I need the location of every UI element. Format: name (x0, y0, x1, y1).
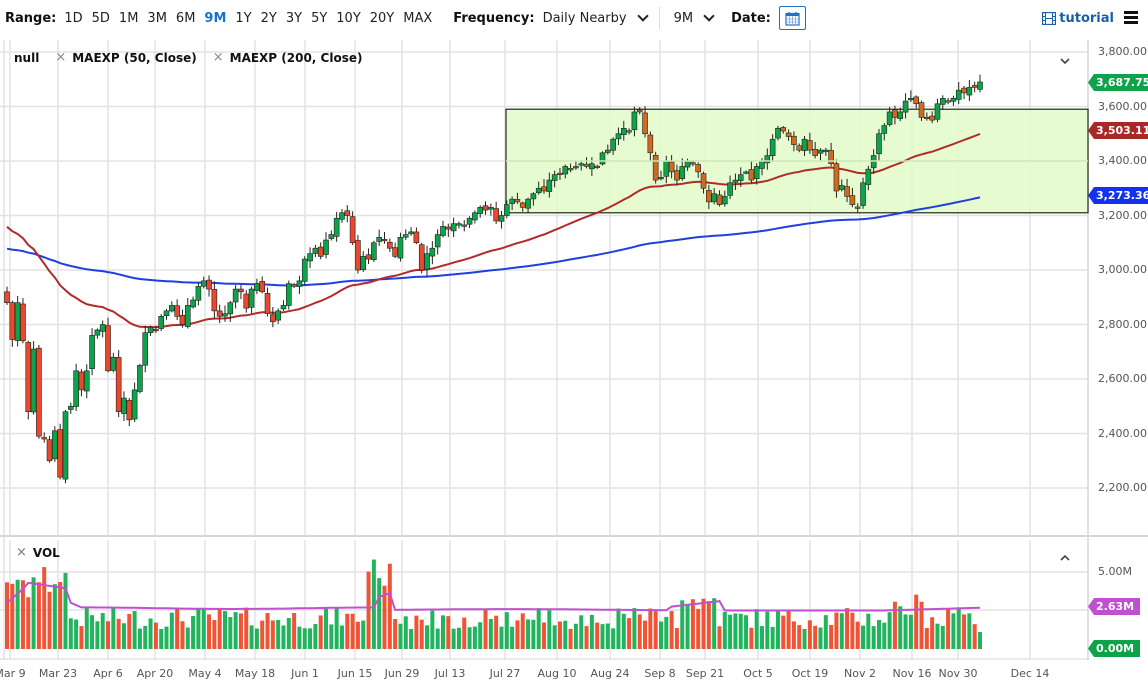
volume-ma-tag: 2.63M (1088, 598, 1141, 615)
price-chart[interactable] (0, 40, 1148, 687)
date-axis-tick: Sep 8 (644, 667, 676, 680)
range-button-1d[interactable]: 1D (64, 10, 83, 26)
range-button-3m[interactable]: 3M (147, 10, 167, 26)
price-axis-tick: 2,400.00 (1098, 426, 1147, 440)
range-button-6m[interactable]: 6M (175, 10, 196, 26)
tutorial-link[interactable]: tutorial (1042, 11, 1114, 26)
chevron-down-icon (636, 10, 649, 22)
range-button-20y[interactable]: 20Y (369, 10, 395, 26)
range-button-5y[interactable]: 5Y (311, 10, 328, 26)
date-axis-tick: Jun 29 (384, 667, 420, 680)
collapse-price-panel-button[interactable] (1059, 51, 1073, 65)
volume-bars (5, 559, 982, 649)
date-axis-tick: Apr 20 (136, 667, 174, 680)
remove-study-icon[interactable]: × (55, 50, 67, 65)
expand-volume-panel-button[interactable] (1059, 548, 1073, 562)
candlesticks (4, 74, 983, 484)
range-button-1m[interactable]: 1M (118, 10, 139, 26)
chevron-down-icon (703, 10, 715, 22)
range-label: Range: (5, 10, 57, 26)
date-axis-tick: Aug 24 (590, 667, 630, 680)
date-axis-tick: May 18 (234, 667, 276, 680)
price-axis-tick: 2,800.00 (1098, 317, 1147, 331)
price-axis-tick: 2,200.00 (1098, 481, 1147, 494)
toolbar: Range: 1D 5D 1M 3M 6M 9M 1Y 2Y 3Y 5Y 10Y 20Y MAX Fre… (0, 0, 1148, 36)
legend-ma200: MAEXP (200, Close) (229, 50, 363, 65)
tutorial-label: tutorial (1059, 11, 1114, 26)
date-axis-tick: Oct 5 (743, 667, 773, 680)
range-button-2y[interactable]: 2Y (260, 10, 277, 26)
chart-legend: null × MAEXP (50, Close) × MAEXP (200, C… (14, 50, 362, 65)
range-button-1y[interactable]: 1Y (235, 10, 252, 26)
frequency-label: Frequency: (453, 10, 535, 26)
date-axis-tick: Nov 30 (938, 667, 978, 680)
date-axis-tick: Jun 1 (291, 667, 319, 680)
price-axis-tick: 3,400.00 (1098, 154, 1147, 167)
date-axis-tick: Nov 2 (844, 667, 876, 680)
remove-study-icon[interactable]: × (212, 50, 224, 65)
range-button-max[interactable]: MAX (403, 10, 433, 26)
legend-main-series: null (14, 50, 40, 65)
toolbar-divider (658, 7, 660, 29)
range-button-10y[interactable]: 10Y (336, 10, 361, 26)
film-icon (1042, 12, 1057, 25)
date-label: Date: (731, 10, 771, 26)
price-axis-tick: 2,600.00 (1098, 372, 1147, 385)
date-axis-tick: Mar 9 (0, 667, 26, 680)
date-axis-tick: Oct 19 (791, 667, 829, 680)
frequency-value: Daily Nearby (542, 10, 627, 26)
volume-axis-tick: 5.00M (1098, 565, 1132, 578)
remove-volume-icon[interactable]: × (16, 545, 27, 560)
date-axis-tick: Mar 23 (38, 667, 78, 680)
date-axis-tick: May 4 (188, 667, 222, 680)
range-button-9m[interactable]: 9M (204, 10, 227, 26)
date-axis-tick: Dec 14 (1010, 667, 1050, 680)
period-select[interactable]: 9M (673, 10, 724, 26)
ma200-line (6, 196, 981, 287)
range-button-group: 1D 5D 1M 3M 6M 9M 1Y 2Y 3Y 5Y 10Y 20Y MAX (64, 11, 441, 26)
ma200-value-tag: 3,273.36 (1088, 187, 1148, 204)
ma50-line (6, 132, 981, 329)
price-axis-tick: 3,000.00 (1098, 263, 1147, 276)
price-axis-tick: 3,600.00 (1098, 99, 1147, 113)
legend-volume: VOL (32, 545, 60, 560)
date-axis-tick: Nov 16 (892, 667, 932, 680)
date-axis-tick: Jul 27 (489, 667, 521, 680)
date-axis-tick: Apr 6 (93, 667, 123, 680)
chevron-up-icon (1060, 554, 1070, 561)
price-axis-tick: 3,800.00 (1098, 45, 1147, 58)
date-picker-button[interactable] (778, 6, 806, 30)
frequency-select[interactable]: Daily Nearby (542, 10, 657, 26)
chevron-down-icon (1060, 58, 1070, 65)
date-axis-tick: Aug 10 (537, 667, 577, 680)
legend-ma50: MAEXP (50, Close) (72, 50, 197, 65)
volume-ma-line (6, 581, 981, 612)
frequency-control: Frequency: Daily Nearby 9M Date: (453, 6, 806, 30)
calendar-icon (785, 11, 800, 26)
period-value: 9M (673, 10, 694, 26)
range-button-5d[interactable]: 5D (91, 10, 110, 26)
volume-legend: × VOL (16, 545, 60, 560)
ma50-value-tag: 3,503.11 (1088, 122, 1148, 139)
last-volume-tag: 0.00M (1088, 640, 1141, 657)
price-axis-tick: 3,200.00 (1098, 208, 1147, 222)
menu-hamburger-icon[interactable] (1124, 11, 1138, 26)
last-price-tag: 3,687.75 (1088, 74, 1148, 91)
range-button-3y[interactable]: 3Y (285, 10, 303, 26)
date-axis-tick: Jun 15 (337, 667, 373, 680)
date-axis-tick: Sep 21 (685, 667, 725, 680)
date-axis-tick: Jul 13 (434, 667, 466, 680)
